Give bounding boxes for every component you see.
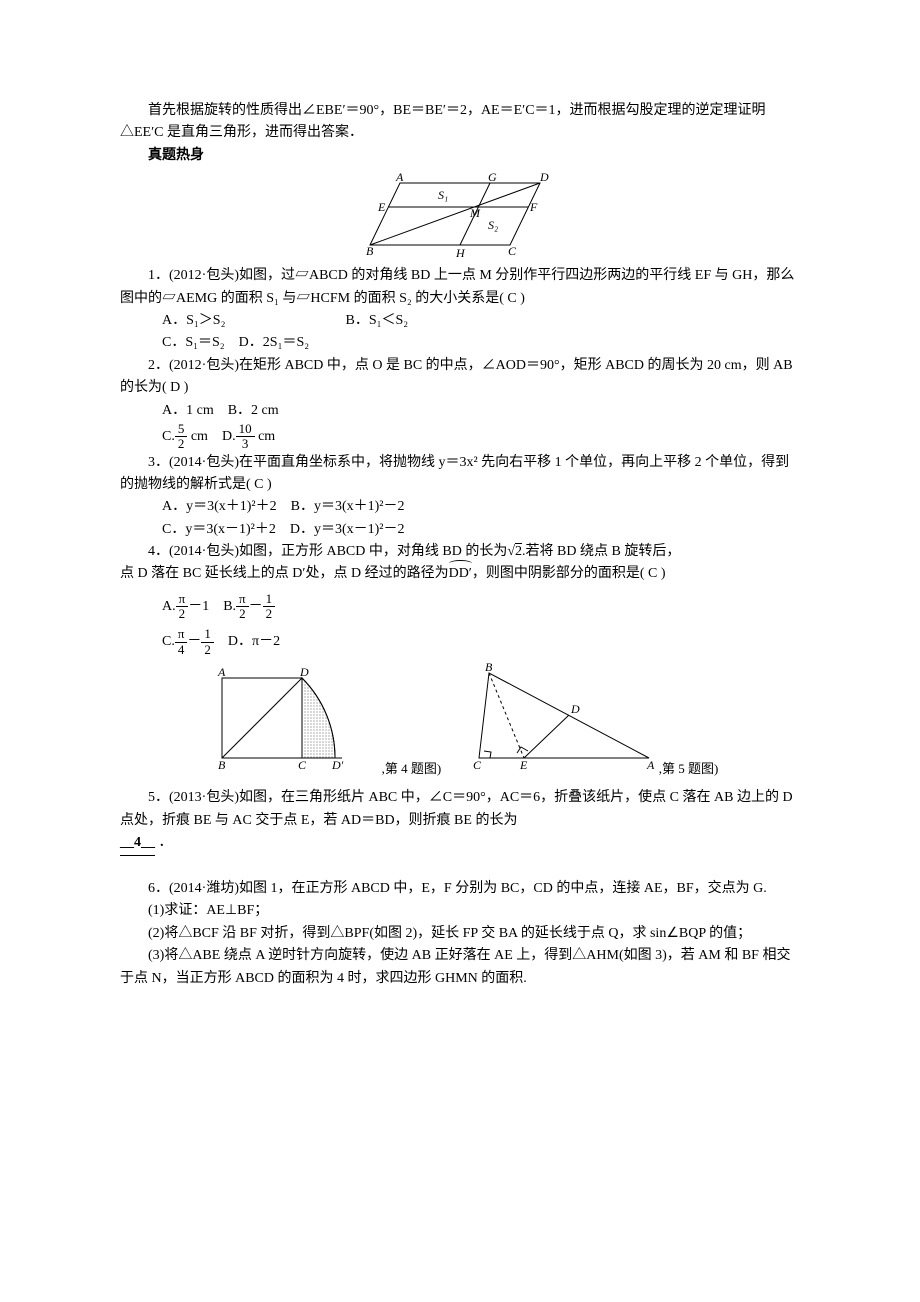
d5-D: D — [570, 702, 580, 716]
q3-opt-d: D．y＝3(x－1)²－2 — [290, 522, 405, 537]
q2-end: ) — [184, 380, 189, 395]
q5-end: ． — [159, 835, 173, 850]
diagram-q5: B C A D E — [459, 663, 659, 773]
diagram-q4: A B C D D′ — [202, 663, 382, 773]
q4-answer: C — [648, 566, 657, 581]
q4-text1: 4．(2014·包头)如图，正方形 ABCD 中，对角线 BD 的长为 — [148, 544, 507, 559]
q4-end: ) — [661, 566, 666, 581]
label-E: E — [377, 200, 386, 214]
q4-b-frac2: 12 — [263, 592, 276, 622]
d4-D: D — [299, 665, 309, 679]
q6-p2: (2)将△BCF 沿 BF 对折，得到△BPF(如图 2)，延长 FP 交 BA… — [120, 923, 800, 945]
q6-p1: (1)求证：AE⊥BF； — [120, 900, 800, 922]
q4-a-suffix: －1 — [188, 599, 209, 614]
q2-text: 2．(2012·包头)在矩形 ABCD 中，点 O 是 BC 的中点，∠AOD＝… — [120, 358, 793, 395]
q3-opt-a: A．y＝3(x＋1)²＋2 — [162, 499, 277, 514]
fig4-caption: ,第 4 题图) — [382, 761, 442, 776]
q1-opt-d: D．2S₁＝S₂ — [239, 335, 309, 350]
q2-answer: D — [170, 380, 180, 395]
q3-options-row2: C．y＝3(x－1)²＋2 D．y＝3(x－1)²－2 — [120, 519, 800, 541]
d4-C: C — [298, 758, 307, 772]
q4-opt-d: D．π－2 — [228, 634, 280, 649]
q2-opt-c-frac: 52 — [175, 422, 188, 452]
q4-a-frac: π2 — [176, 592, 189, 622]
label-S2: S₂ — [488, 218, 498, 232]
q4-c-frac: π4 — [175, 627, 188, 657]
q2-options-row1: A．1 cm B．2 cm — [120, 400, 800, 422]
d5-C: C — [473, 758, 482, 772]
label-C: C — [508, 244, 517, 258]
q4-b-mid: － — [249, 599, 263, 614]
d4-B: B — [218, 758, 226, 772]
q3-opt-c: C．y＝3(x－1)²＋2 — [162, 522, 276, 537]
q1-options-row1: A．S₁＞S₂ B．S₁＜S₂ — [120, 310, 800, 332]
q5-text: 5．(2013·包头)如图，在三角形纸片 ABC 中，∠C＝90°，AC＝6，折… — [120, 790, 793, 827]
page: 首先根据旋转的性质得出∠EBE′＝90°，BE＝BE′＝2，AE＝E′C＝1，进… — [0, 0, 920, 1050]
q4-text3: ，则图中阴影部分的面积是( — [472, 566, 645, 581]
d5-A: A — [646, 758, 655, 772]
q3-text: 3．(2014·包头)在平面直角坐标系中，将抛物线 y＝3x² 先向右平移 1 … — [120, 455, 789, 492]
label-F: F — [529, 200, 538, 214]
label-S1: S₁ — [438, 188, 448, 202]
label-H: H — [455, 246, 466, 260]
intro-paragraph: 首先根据旋转的性质得出∠EBE′＝90°，BE＝BE′＝2，AE＝E′C＝1，进… — [120, 100, 800, 145]
q1-opt-a: A．S₁＞S₂ — [162, 310, 342, 332]
q2-opt-d-frac: 103 — [236, 422, 255, 452]
q1-opt-b: B．S₁＜S₂ — [346, 313, 409, 328]
q4-text2b: 点 D 落在 BC 延长线上的点 D′处，点 D 经过的路径为 — [120, 566, 449, 581]
q4-options-row1: A.π2－1 B.π2－12 — [120, 592, 800, 622]
q4-options-row2: C.π4－12 D．π－2 — [120, 627, 800, 657]
label-G: G — [488, 171, 497, 184]
label-M: M — [469, 206, 481, 220]
label-B: B — [366, 244, 374, 258]
d4-Dp: D′ — [331, 758, 344, 772]
q1-options-row2: C．S₁＝S₂ D．2S₁＝S₂ — [120, 332, 800, 354]
q2-opt-a: A．1 cm — [162, 403, 214, 418]
q2-opt-d-prefix: D. — [222, 429, 236, 444]
d5-B: B — [485, 663, 493, 674]
q1-text: 1．(2012·包头)如图，过▱ABCD 的对角线 BD 上一点 M 分别作平行… — [120, 268, 794, 305]
q3-end: ) — [267, 477, 272, 492]
q2-stem: 2．(2012·包头)在矩形 ABCD 中，点 O 是 BC 的中点，∠AOD＝… — [120, 355, 800, 400]
q2-opt-c-suffix: cm — [187, 429, 208, 444]
q5-answer: __4__ — [120, 832, 155, 855]
q4-stem-line2: 点 D 落在 BC 延长线上的点 D′处，点 D 经过的路径为DD′，则图中阴影… — [120, 563, 800, 585]
q6-p3: (3)将△ABE 绕点 A 逆时针方向旋转，使边 AB 正好落在 AE 上，得到… — [120, 945, 800, 990]
q2-opt-c-prefix: C. — [162, 429, 175, 444]
q4-text2a: .若将 BD 绕点 B 旋转后， — [522, 544, 680, 559]
q4-c-frac2: 12 — [201, 627, 214, 657]
q3-options-row1: A．y＝3(x＋1)²＋2 B．y＝3(x＋1)²－2 — [120, 496, 800, 518]
diagram-q1: A B C D E F G H M S₁ S₂ — [350, 171, 570, 261]
q3-opt-b: B．y＝3(x＋1)²－2 — [291, 499, 405, 514]
q6-stem: 6．(2014·潍坊)如图 1，在正方形 ABCD 中，E，F 分别为 BC，C… — [120, 878, 800, 900]
q4-b-frac: π2 — [236, 592, 249, 622]
q2-opt-b: B．2 cm — [228, 403, 279, 418]
section-heading: 真题热身 — [120, 145, 800, 167]
q2-opt-d-suffix: cm — [255, 429, 276, 444]
q4-opt-c-prefix: C. — [162, 634, 175, 649]
q2-options-row2: C.52 cm D.103 cm — [120, 422, 800, 452]
q1-answer: C — [507, 291, 516, 306]
q1-stem: 1．(2012·包头)如图，过▱ABCD 的对角线 BD 上一点 M 分别作平行… — [120, 265, 800, 310]
q4-c-mid: － — [187, 634, 201, 649]
d4-A: A — [217, 665, 226, 679]
q4-sqrt2: √2 — [507, 544, 522, 559]
label-D: D — [539, 171, 549, 184]
q4-arc: DD′ — [449, 566, 472, 581]
q1-opt-c: C．S₁＝S₂ — [162, 335, 225, 350]
d5-E: E — [519, 758, 528, 772]
q5-answer-line: __4__ ． — [120, 832, 800, 855]
q4-opt-a-prefix: A. — [162, 599, 176, 614]
q4-opt-b-prefix: B. — [223, 599, 236, 614]
q3-stem: 3．(2014·包头)在平面直角坐标系中，将抛物线 y＝3x² 先向右平移 1 … — [120, 452, 800, 497]
diagram-row-q4-q5: A B C D D′ ,第 4 题图) B — [120, 663, 800, 781]
label-A: A — [395, 171, 404, 184]
fig5-caption: ,第 5 题图) — [659, 761, 719, 776]
q3-answer: C — [254, 477, 263, 492]
q1-end: ) — [520, 291, 525, 306]
q5-stem: 5．(2013·包头)如图，在三角形纸片 ABC 中，∠C＝90°，AC＝6，折… — [120, 787, 800, 832]
